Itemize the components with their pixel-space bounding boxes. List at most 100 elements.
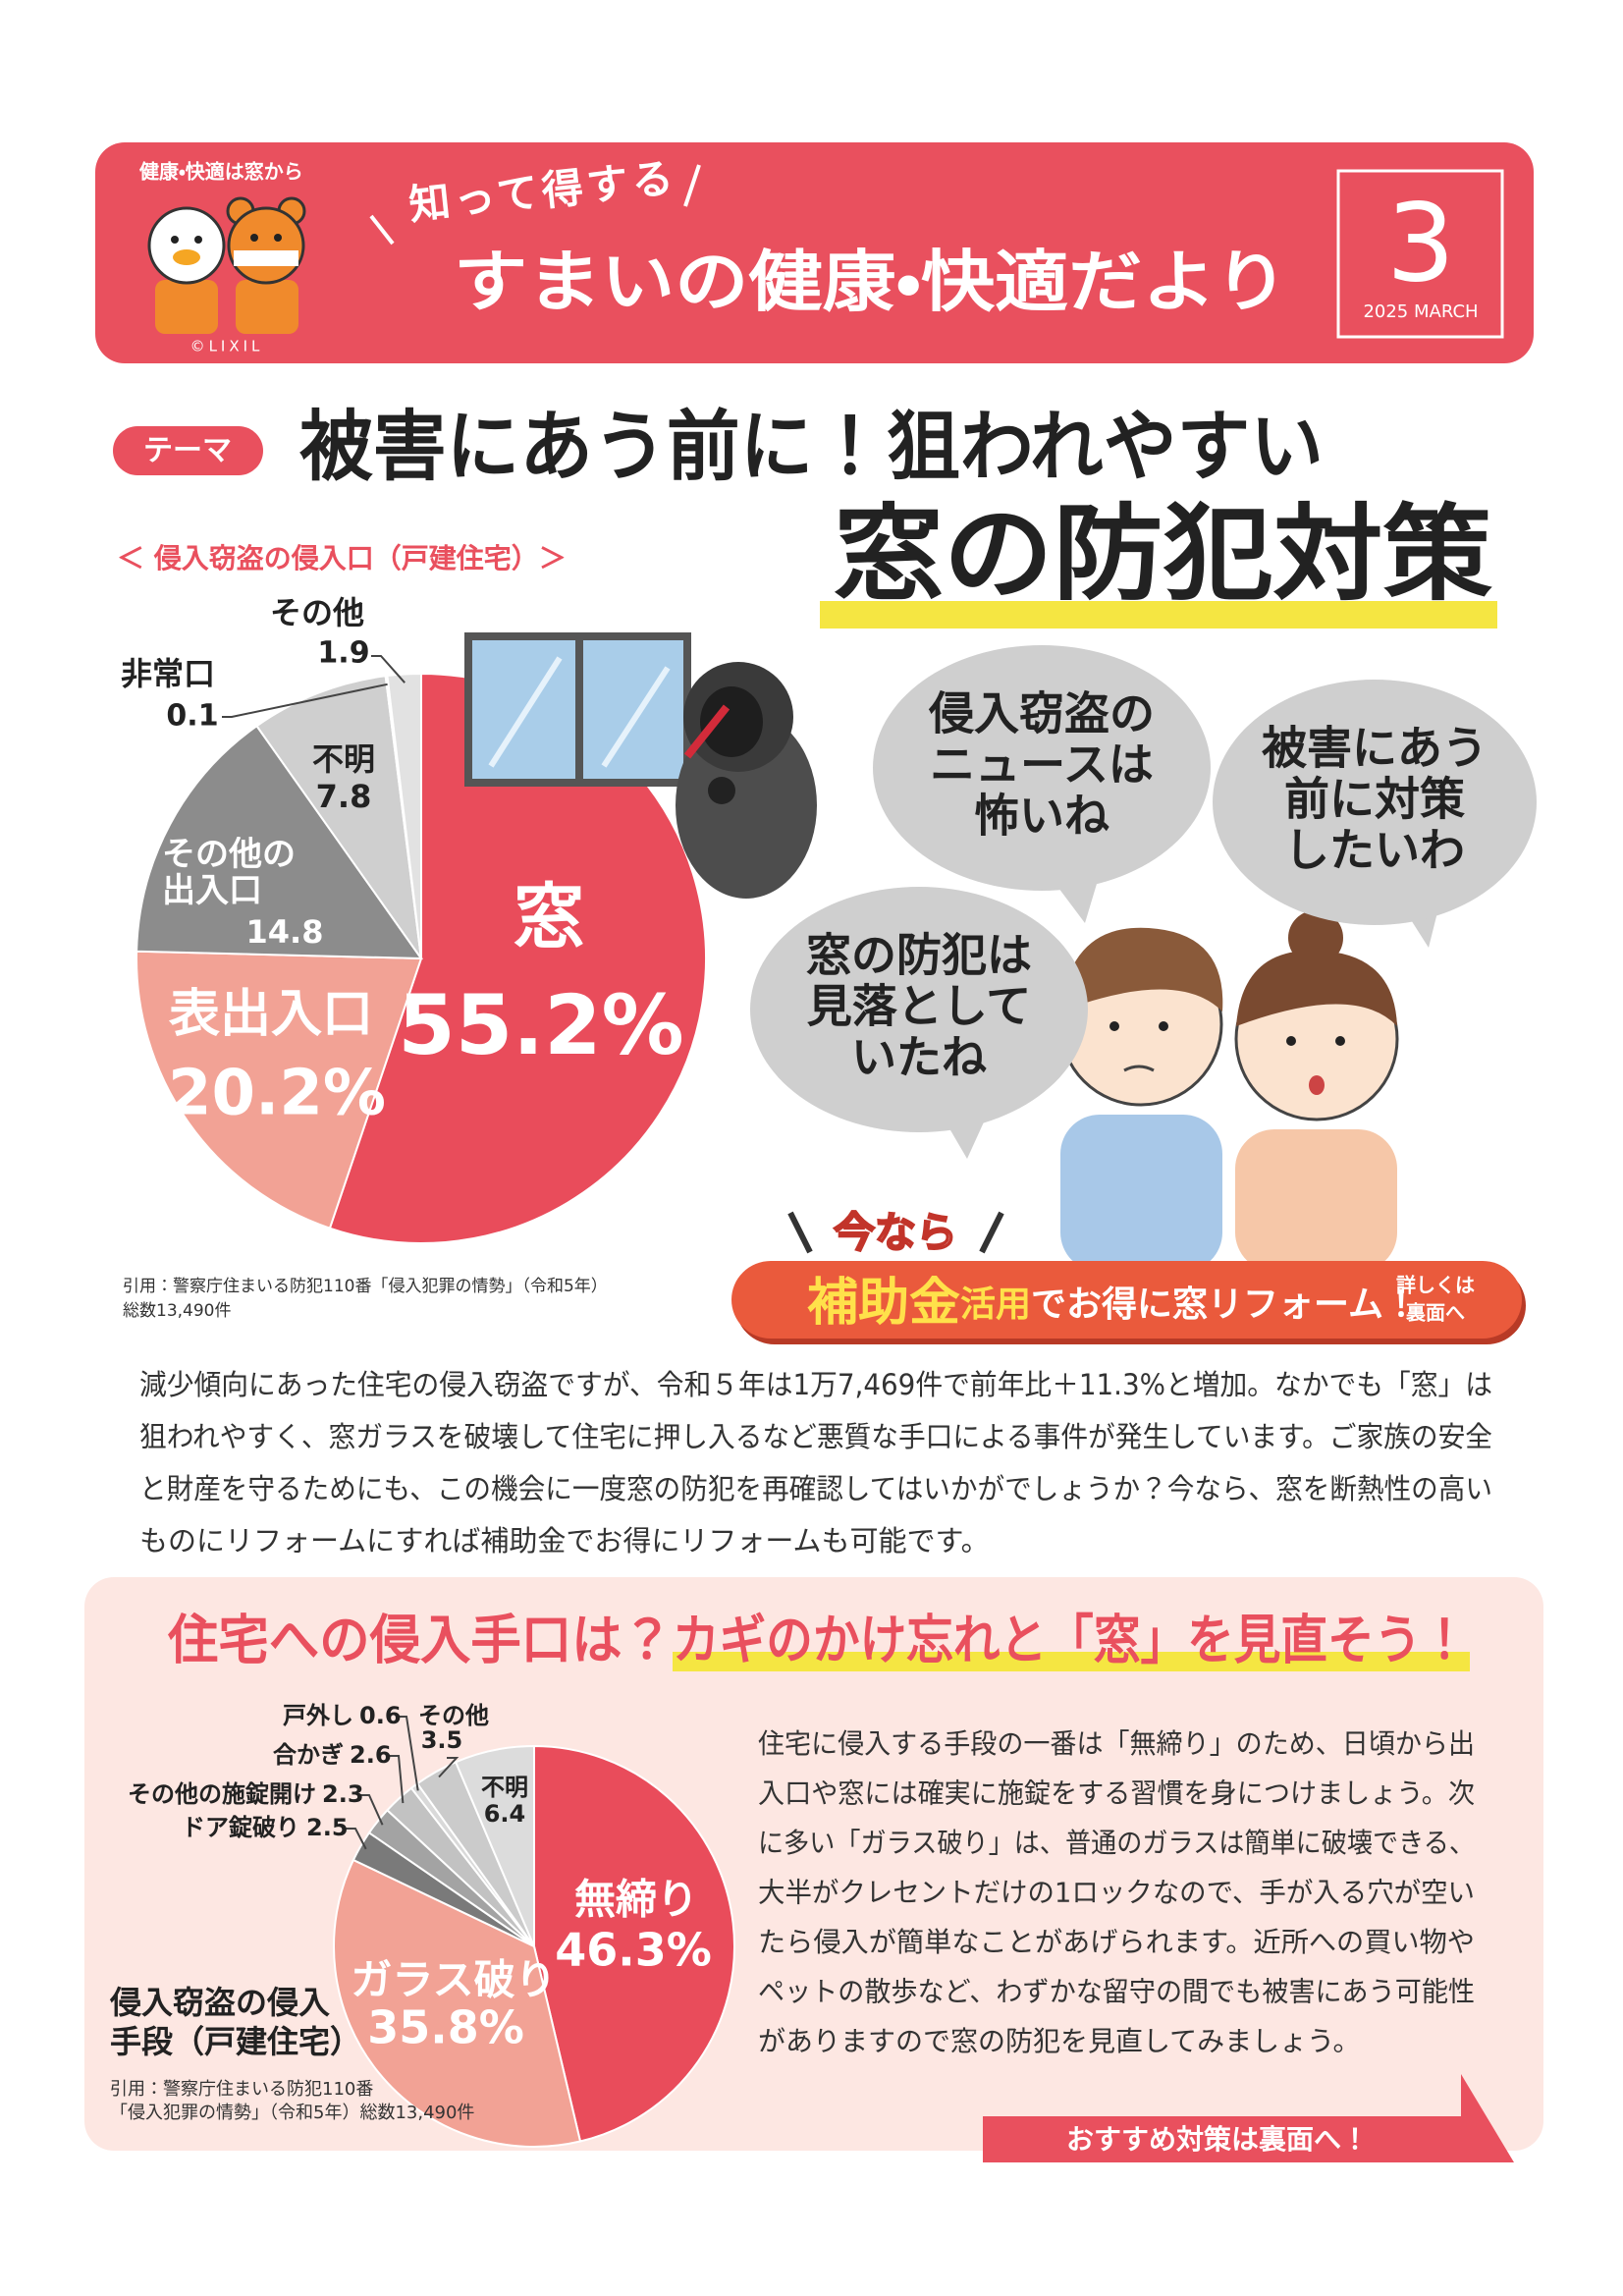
theme-title: 被害にあう前に！狙われやすい [299,403,1324,491]
cta-text: おすすめ対策は裏面へ！ [1066,2123,1369,2156]
copyright: ©LIXIL [190,338,264,355]
slice-value-label: 35.8% [367,2001,524,2054]
paragraph-line: 入口や窓には確実に施錠をする習慣を身につけましょう。次 [758,1777,1475,1810]
leader-line [222,683,388,718]
pie-slice [255,675,422,959]
deco-slash [683,164,701,207]
slice-label: その他 [270,594,364,631]
slice-label: 不明 [481,1774,528,1801]
slice-value-label: 2.5 [306,1814,349,1841]
shape [173,249,200,265]
chart-title: ＜ 侵入窃盗の侵入口（戸建住宅）＞ [117,542,567,574]
issue-number: 3 [1386,180,1455,305]
shape [601,666,671,768]
bubble-text: ニュースは [930,738,1154,792]
paragraph-line: がありますので窓の防犯を見直してみましょう。 [758,2025,1360,2057]
shape [683,704,730,759]
bubble-text: したいわ [1284,824,1465,877]
banner-highlight: 補助金 [807,1274,960,1333]
slice-label: ガラス破り [351,1956,556,2004]
intro-paragraph: 減少傾向にあった住宅の侵入窃盗ですが、令和５年は1万7,469件で前年比＋11.… [139,1368,1492,1558]
shape [194,236,202,244]
tagline: 健康・快適は窓から [138,160,303,184]
slice-label: ドア錠破り [182,1814,299,1841]
slice-value-label: 2.6 [350,1741,392,1769]
shape [250,234,258,242]
banner-lead: 今なら [834,1209,957,1257]
shape [234,250,298,266]
shape [1236,950,1397,1026]
bubble-text: 被害にあう [1262,722,1488,775]
theme-badge [113,426,263,475]
banner-more: 詳しくは [1396,1274,1475,1297]
slice-value-label: 46.3% [555,1924,712,1977]
heading-underline [673,1652,1470,1671]
slice-value-label: 6.4 [484,1800,526,1828]
shape [750,887,1088,1132]
section-heading: カギのかけ忘れと「窓」を見直そう！ [673,1610,1468,1671]
paragraph-line: 住宅に侵入する手段の一番は「無締り」のため、日頃から出 [758,1727,1475,1760]
shape [236,280,298,334]
deco-slash [369,214,395,246]
slice-value-label: 20.2% [168,1058,386,1130]
chart-title: 手段（戸建住宅） [110,2023,361,2060]
banner-highlight-sub: 活用 [960,1285,1031,1325]
paragraph-line: に多い「ガラス破り」は、普通のガラスは簡単に破壊できる、 [758,1827,1475,1859]
source: 「侵入犯罪の情勢」（令和5年）総数13,490件 [110,2103,474,2123]
bubble-text: 前に対策 [1284,773,1465,826]
shape [1309,1075,1325,1095]
bubble-text: 侵入窃盗の [928,687,1155,740]
slice-label: 窓 [514,876,584,958]
pie-slice [135,724,423,960]
window-illustration [464,632,691,787]
slice-label: 非常口 [121,655,215,692]
slice-label: 合かぎ [273,1741,344,1769]
section-heading: 住宅への侵入手口は？ [167,1610,673,1671]
header-bg [95,142,1534,363]
shape [708,777,735,804]
pie-slice [533,1744,735,2143]
shape [1123,1065,1155,1072]
shape [1335,1036,1345,1046]
header-title: すまいの健康・快適だより [454,245,1288,322]
slice-label: 表出入口 [168,985,373,1044]
paragraph-line: 狙われやすく、窓ガラスを破壊して住宅に押し入るなど悪質な手口による事件が発生して… [139,1420,1492,1453]
title-underline [820,601,1497,629]
shape [155,280,218,334]
slice-value-label: 7.8 [316,778,372,815]
source: 総数13,490件 [123,1301,231,1321]
shape [1235,1129,1397,1272]
banner [731,1261,1522,1339]
shape [274,234,282,242]
source: 引用：警察庁住まいる防犯110番「侵入犯罪の情勢」（令和5年） [123,1277,608,1296]
pie-slice [386,672,422,959]
speech-bubble: 被害にあう 前に対策 したいわ [1213,680,1537,948]
banner-message: でお得に窓リフォーム！ [1031,1285,1419,1325]
shape [171,236,179,244]
shape [227,206,305,285]
speech-bubble: 侵入窃盗の ニュースは 怖いね [873,645,1211,923]
slice-value-label: 0.1 [166,699,218,734]
slice-label: 不明 [312,740,375,778]
paragraph-line: ペットの散歩など、わずかな留守の間でも被害にあう可能性 [758,1976,1475,2008]
leader-line [397,1716,419,1791]
paragraph-line: 減少傾向にあった住宅の侵入窃盗ですが、令和５年は1万7,469件で前年比＋11.… [139,1368,1492,1401]
burglar-illustration [676,662,817,899]
issue-box [1336,169,1504,339]
slice-label: その他の施錠開け [128,1780,316,1808]
paragraph-line: と財産を守るためにも、この機会に一度窓の防犯を再確認してはいかがでしょうか？今な… [139,1472,1492,1505]
leader-line [346,1828,367,1850]
shape [1286,1036,1296,1046]
shape [488,656,563,768]
mascots [147,196,306,334]
shape [873,645,1211,891]
slice-label: その他の出入口 [162,837,296,911]
paragraph-line: 大半がクレセントだけの1ロックなので、手が入る穴が空い [758,1877,1475,1909]
couple-illustration [1058,910,1399,1272]
banner-text: 補助金活用でお得に窓リフォーム！ [807,1274,1419,1333]
bubble-text: 見落として [807,980,1032,1033]
slice-label: 無締り [574,1876,698,1924]
